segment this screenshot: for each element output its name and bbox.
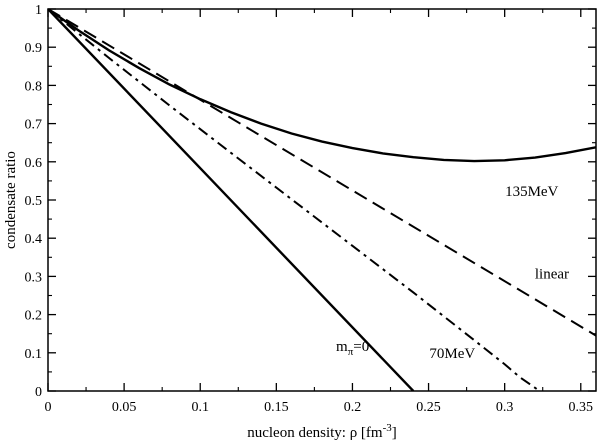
series-label-pi-subscript: π [348, 346, 354, 358]
series-label-m: m [336, 339, 348, 355]
series-label-70mev: 70MeV [429, 346, 475, 362]
series-line-135mev [48, 9, 596, 163]
x-axis-title-exponent: -3 [383, 422, 393, 434]
y-tick-label: 1 [35, 3, 42, 18]
x-tick-label: 0.1 [191, 400, 209, 415]
series-label-eq-zero: =0 [353, 339, 369, 355]
series-label-m-pi-zero: mπ=0 [336, 339, 369, 358]
series-label-linear: linear [535, 266, 569, 282]
y-axis-title: condensate ratio [3, 151, 19, 249]
y-tick-label: 0.2 [25, 309, 43, 324]
x-tick-label: 0.05 [112, 400, 137, 415]
y-tick-label: 0.1 [25, 347, 43, 362]
series-line-linear [48, 9, 596, 337]
x-axis-title: nucleon density: ρ [fm-3] [247, 422, 397, 441]
x-tick-label: 0 [45, 400, 52, 415]
y-tick-label: 0.7 [25, 118, 43, 133]
y-tick-label: 0.3 [25, 270, 43, 285]
series-layer [48, 9, 596, 391]
ticks-layer: 0 0.05 0.1 0.15 0.2 0.25 0.3 0.35 0 0.1 0.2 0.3 0.4 0… [25, 3, 596, 415]
x-tick-label: 0.3 [496, 400, 514, 415]
series-label-135mev: 135MeV [505, 184, 558, 200]
y-tick-label: 0.6 [25, 156, 43, 171]
x-tick-label: 0.15 [264, 400, 289, 415]
x-axis-title-main: nucleon density: ρ [fm [247, 425, 383, 441]
series-line-70mev [48, 9, 541, 391]
x-tick-label: 0.2 [344, 400, 362, 415]
plot-frame [47, 8, 597, 392]
series-line-m-pi-zero [48, 9, 415, 391]
x-tick-label: 0.35 [569, 400, 594, 415]
y-tick-label: 0.5 [25, 194, 43, 209]
x-axis-title-close: ] [392, 425, 397, 441]
y-tick-label: 0.9 [25, 41, 43, 56]
x-tick-label: 0.25 [416, 400, 441, 415]
y-tick-label: 0 [35, 385, 42, 400]
y-tick-label: 0.4 [25, 232, 43, 247]
y-tick-label: 0.8 [25, 79, 43, 94]
